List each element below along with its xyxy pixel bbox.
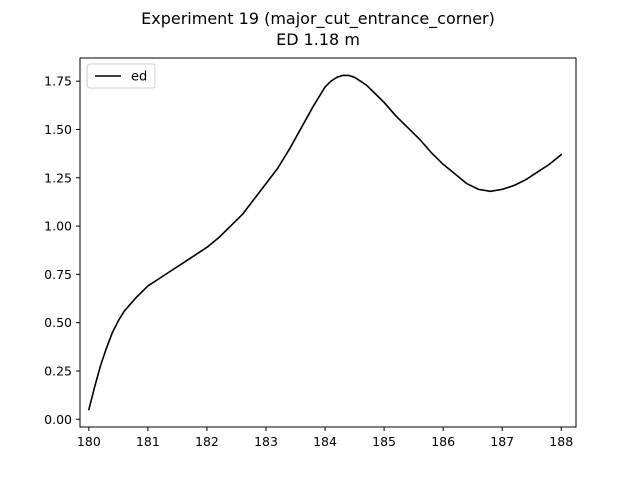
y-tick-label: 1.75 xyxy=(44,74,72,89)
x-tick-label: 187 xyxy=(490,434,514,449)
y-axis: 0.00 0.25 0.50 0.75 1.00 1.25 1.50 1.75 xyxy=(44,74,80,427)
x-tick-label: 188 xyxy=(549,434,573,449)
plot-frame xyxy=(79,57,577,428)
chart-subtitle: ED 1.18 m xyxy=(276,30,360,49)
series-layer xyxy=(88,74,563,411)
x-tick-label: 186 xyxy=(431,434,455,449)
x-tick-label: 184 xyxy=(313,434,337,449)
chart-title: Experiment 19 (major_cut_entrance_corner… xyxy=(141,9,495,29)
y-tick-label: 1.00 xyxy=(44,219,72,234)
y-tick-label: 1.25 xyxy=(44,170,72,185)
series-line-ed xyxy=(88,74,563,411)
y-tick-label: 0.25 xyxy=(44,363,72,378)
legend: ed xyxy=(86,63,156,89)
y-tick-label: 0.50 xyxy=(44,315,72,330)
y-tick-label: 0.75 xyxy=(44,267,72,282)
plot-area xyxy=(79,57,577,428)
x-tick-label: 183 xyxy=(254,434,278,449)
y-tick-label: 0.00 xyxy=(44,412,72,427)
x-axis: 180 181 182 183 184 185 186 187 188 xyxy=(77,427,573,449)
x-tick-label: 180 xyxy=(77,434,101,449)
x-tick-label: 182 xyxy=(195,434,219,449)
x-tick-label: 185 xyxy=(372,434,396,449)
legend-label-ed: ed xyxy=(131,70,147,85)
x-tick-label: 181 xyxy=(136,434,160,449)
y-tick-label: 1.50 xyxy=(44,122,72,137)
